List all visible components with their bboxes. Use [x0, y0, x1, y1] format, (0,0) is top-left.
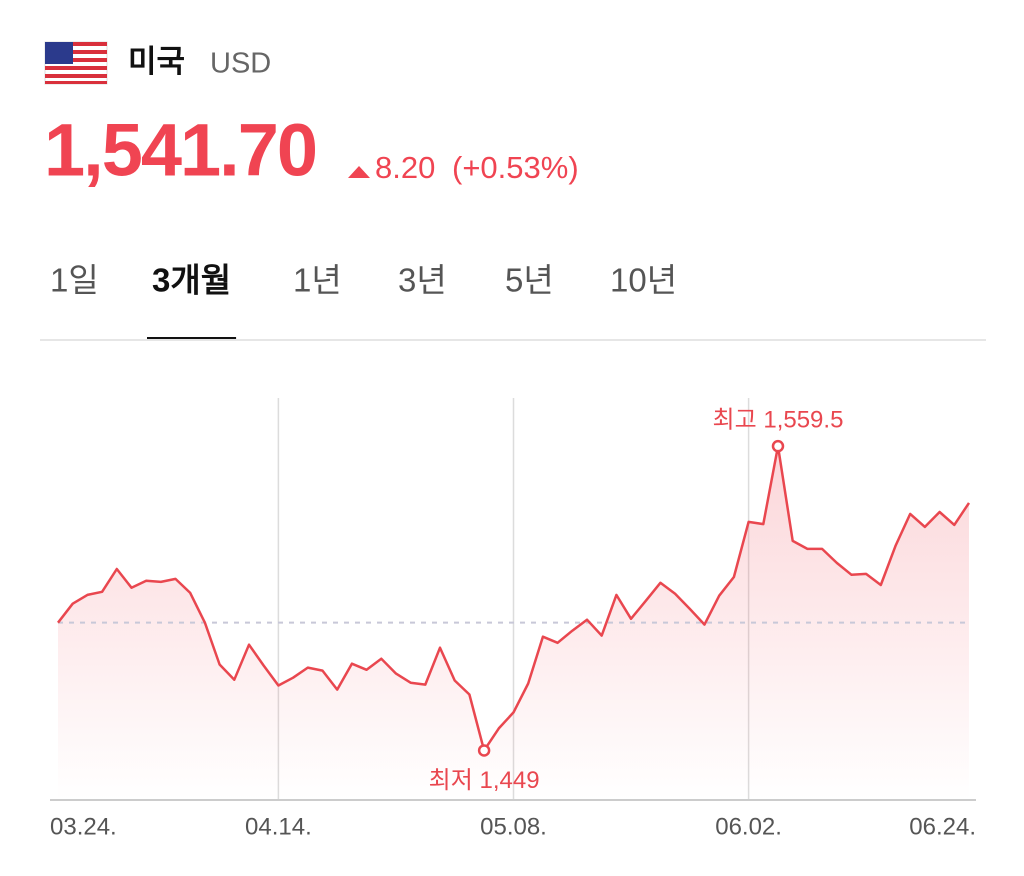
up-arrow [348, 166, 370, 178]
extreme-marker [477, 744, 491, 757]
line [57, 444, 971, 752]
area [58, 446, 969, 800]
price: 1,541.70 [44, 109, 316, 192]
tab[interactable]: 1일 [50, 262, 99, 299]
country: 미국 [128, 44, 185, 79]
x-tick-label: 06.24. [909, 813, 976, 840]
x-tick-label: 03.24. [50, 813, 117, 840]
tab[interactable]: 3개월 [152, 262, 231, 299]
value-label: 최저 1,449 [429, 767, 540, 794]
tab[interactable]: 1년 [293, 262, 342, 299]
extreme-marker [771, 439, 785, 453]
x-tick-label: 06.02. [715, 813, 782, 840]
tab-underline [147, 337, 237, 340]
flag [44, 41, 108, 85]
change: 8.20 [375, 150, 435, 185]
value-label: 최고 1,559.5 [713, 407, 844, 434]
change-percent: (+0.53%) [452, 150, 579, 185]
tab[interactable]: 5년 [505, 262, 554, 299]
tab-bar: 1일 3개월 1년 3년 5년 10년 [50, 262, 677, 340]
currency-code: USD [210, 48, 271, 80]
x-tick-label: 05.08. [480, 813, 547, 840]
tab[interactable]: 10년 [610, 262, 677, 299]
chart: 03.24. 04.14. 05.08. 06.02. 06.24. 최저 1,449 최고… [50, 398, 976, 840]
x-tick-label: 04.14. [245, 813, 312, 840]
tab[interactable]: 3년 [398, 262, 447, 299]
